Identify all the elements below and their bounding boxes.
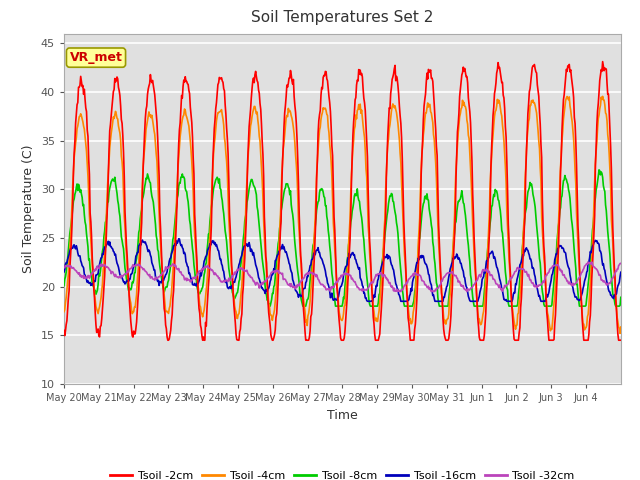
X-axis label: Time: Time <box>327 408 358 421</box>
Legend: Tsoil -2cm, Tsoil -4cm, Tsoil -8cm, Tsoil -16cm, Tsoil -32cm: Tsoil -2cm, Tsoil -4cm, Tsoil -8cm, Tsoi… <box>106 467 579 480</box>
Y-axis label: Soil Temperature (C): Soil Temperature (C) <box>22 144 35 273</box>
Text: VR_met: VR_met <box>70 51 122 64</box>
Title: Soil Temperatures Set 2: Soil Temperatures Set 2 <box>252 11 433 25</box>
